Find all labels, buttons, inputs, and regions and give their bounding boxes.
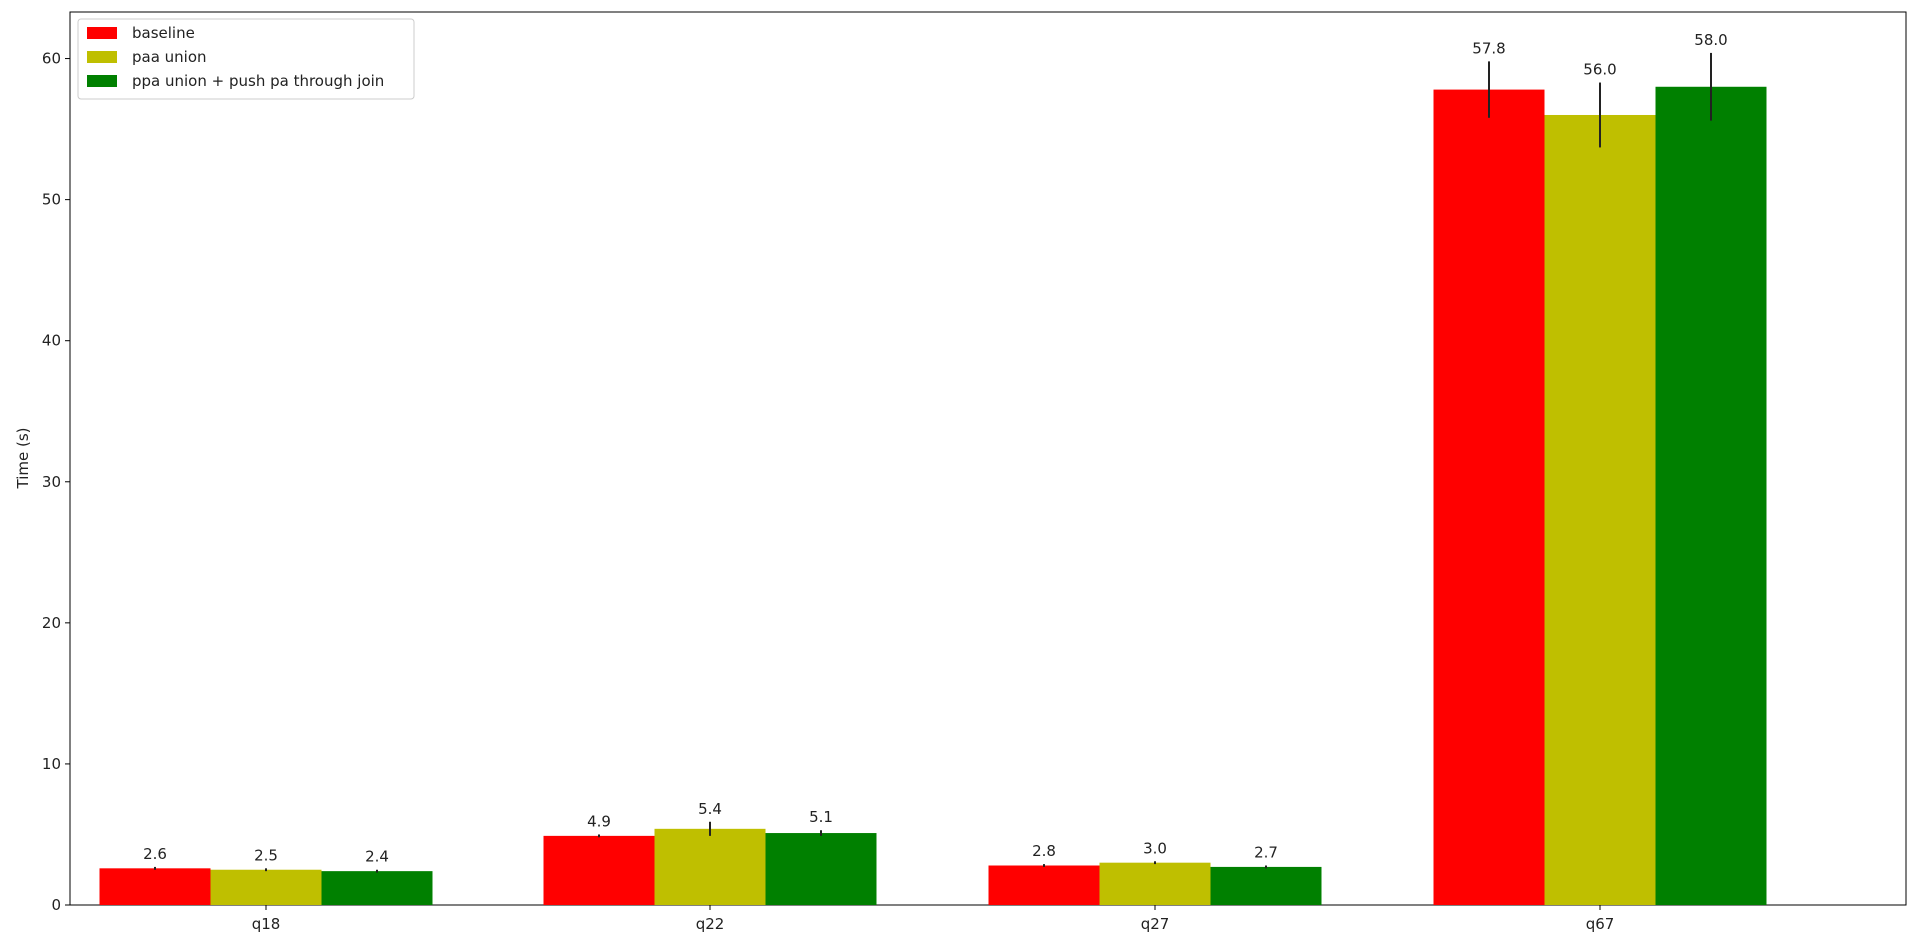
bar — [1544, 114, 1656, 906]
y-tick-label: 40 — [42, 332, 61, 350]
bar — [99, 868, 211, 905]
plot-frame — [69, 11, 1907, 906]
data-label: 56.0 — [1583, 61, 1616, 79]
data-label: 2.8 — [1032, 842, 1056, 860]
legend-swatch — [87, 27, 117, 39]
legend-label: paa union — [132, 48, 207, 66]
y-tick-label: 20 — [42, 614, 61, 632]
data-label: 5.4 — [698, 800, 722, 818]
x-axis: q18 q22 q27 q67 — [252, 905, 1615, 933]
legend-swatch — [87, 75, 117, 87]
data-label: 5.1 — [809, 808, 833, 826]
data-label: 58.0 — [1694, 31, 1727, 49]
data-label: 3.0 — [1143, 839, 1167, 857]
data-label: 57.8 — [1472, 39, 1505, 57]
legend-swatch — [87, 51, 117, 63]
x-tick-label: q27 — [1141, 915, 1170, 933]
x-tick-label: q18 — [252, 915, 281, 933]
bar — [1655, 86, 1767, 906]
legend-label: baseline — [132, 24, 195, 42]
bar — [321, 871, 433, 905]
y-tick-label: 0 — [51, 896, 61, 914]
y-tick-label: 10 — [42, 755, 61, 773]
data-label: 2.6 — [143, 845, 167, 863]
bars-layer — [99, 86, 1767, 906]
error-bars-layer — [154, 52, 1712, 873]
legend: baseline paa union ppa union + push pa thr… — [77, 18, 415, 100]
y-tick-label: 30 — [42, 473, 61, 491]
data-label: 2.5 — [254, 846, 278, 864]
bar — [654, 828, 766, 905]
data-label: 2.4 — [365, 848, 389, 866]
data-label: 4.9 — [587, 812, 611, 830]
data-label: 2.7 — [1254, 843, 1278, 861]
bar — [1099, 862, 1211, 905]
x-tick-label: q67 — [1586, 915, 1615, 933]
bar — [543, 835, 655, 905]
bar — [988, 865, 1100, 905]
bar — [765, 833, 877, 905]
bar — [1433, 89, 1545, 906]
y-axis-label: Time (s) — [14, 428, 32, 490]
legend-label: ppa union + push pa through join — [132, 72, 384, 90]
bar — [1210, 866, 1322, 905]
y-axis: 0 10 20 30 40 50 60 — [42, 50, 70, 914]
bar — [210, 869, 322, 905]
x-tick-label: q22 — [696, 915, 725, 933]
legend-box — [77, 18, 415, 100]
data-labels-layer: 2.6 4.9 2.8 57.8 2.5 5.4 3.0 56.0 2.4 5.1 2.7 58.0 — [143, 31, 1728, 866]
y-tick-label: 60 — [42, 50, 61, 68]
y-tick-label: 50 — [42, 191, 61, 209]
